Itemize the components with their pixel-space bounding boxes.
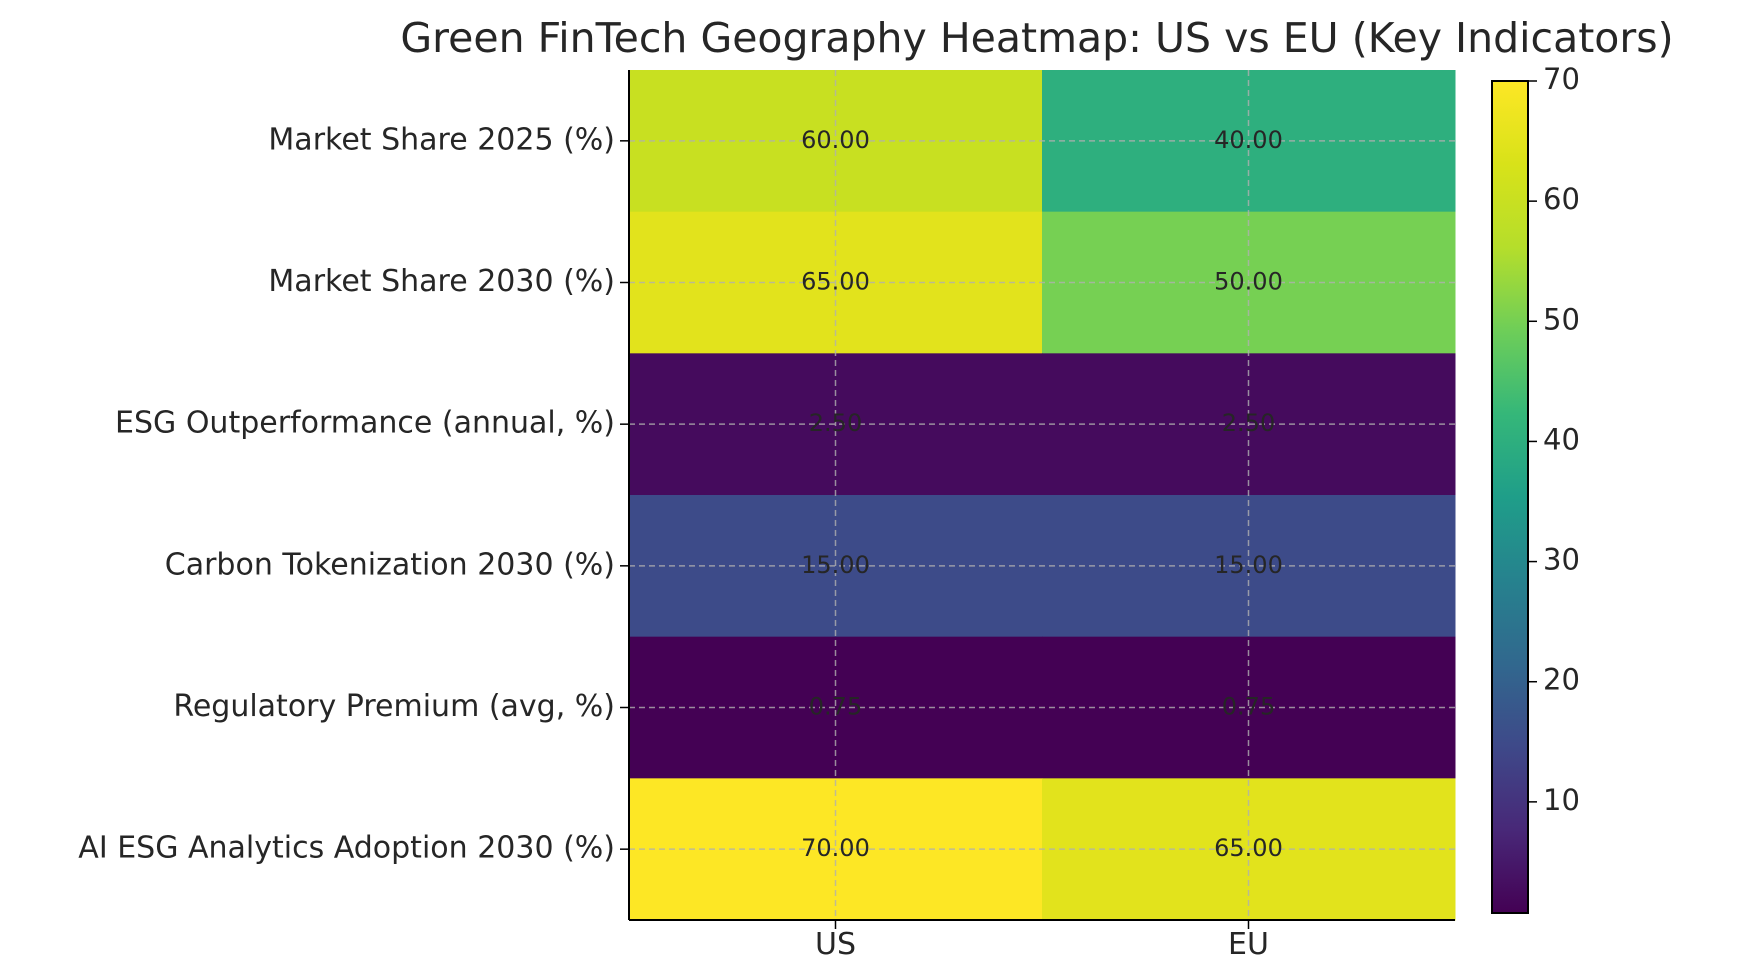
cell-value-label-r3-c0: 15.00 — [801, 551, 870, 579]
colorbar-tick-label-3: 40 — [1543, 422, 1580, 456]
y-tick-label-3: Carbon Tokenization 2030 (%) — [165, 547, 615, 582]
x-tick-label-0: US — [815, 927, 856, 962]
cell-value-label-r5-c0: 70.00 — [801, 834, 870, 862]
cell-value-label-r0-c0: 60.00 — [801, 126, 870, 154]
cell-value-label-r2-c0: 2.50 — [809, 409, 862, 437]
y-tick-label-1: Market Share 2030 (%) — [268, 264, 615, 299]
colorbar-tick-label-0: 10 — [1543, 783, 1580, 817]
cell-value-label-r5-c1: 65.00 — [1214, 834, 1283, 862]
colorbar-tick-label-4: 50 — [1543, 302, 1580, 336]
colorbar-tick-label-5: 60 — [1543, 182, 1580, 216]
chart-title: Green FinTech Geography Heatmap: US vs E… — [400, 14, 1673, 62]
colorbar — [1491, 80, 1529, 914]
y-tick-label-2: ESG Outperformance (annual, %) — [115, 406, 615, 441]
cell-value-label-r1-c1: 50.00 — [1214, 268, 1283, 296]
colorbar-tick-label-6: 70 — [1543, 62, 1580, 96]
x-tick-label-1: EU — [1228, 927, 1269, 962]
colorbar-tick-label-1: 20 — [1543, 663, 1580, 697]
cell-value-label-r2-c1: 2.50 — [1222, 409, 1275, 437]
cell-value-label-r0-c1: 40.00 — [1214, 126, 1283, 154]
colorbar-tick-label-2: 30 — [1543, 543, 1580, 577]
cell-value-label-r4-c1: 0.75 — [1222, 693, 1275, 721]
y-tick-label-5: AI ESG Analytics Adoption 2030 (%) — [78, 831, 615, 866]
cell-value-label-r1-c0: 65.00 — [801, 268, 870, 296]
y-tick-label-4: Regulatory Premium (avg, %) — [173, 689, 615, 724]
y-tick-label-0: Market Share 2025 (%) — [268, 122, 615, 157]
cell-value-label-r4-c0: 0.75 — [809, 693, 862, 721]
cell-value-label-r3-c1: 15.00 — [1214, 551, 1283, 579]
